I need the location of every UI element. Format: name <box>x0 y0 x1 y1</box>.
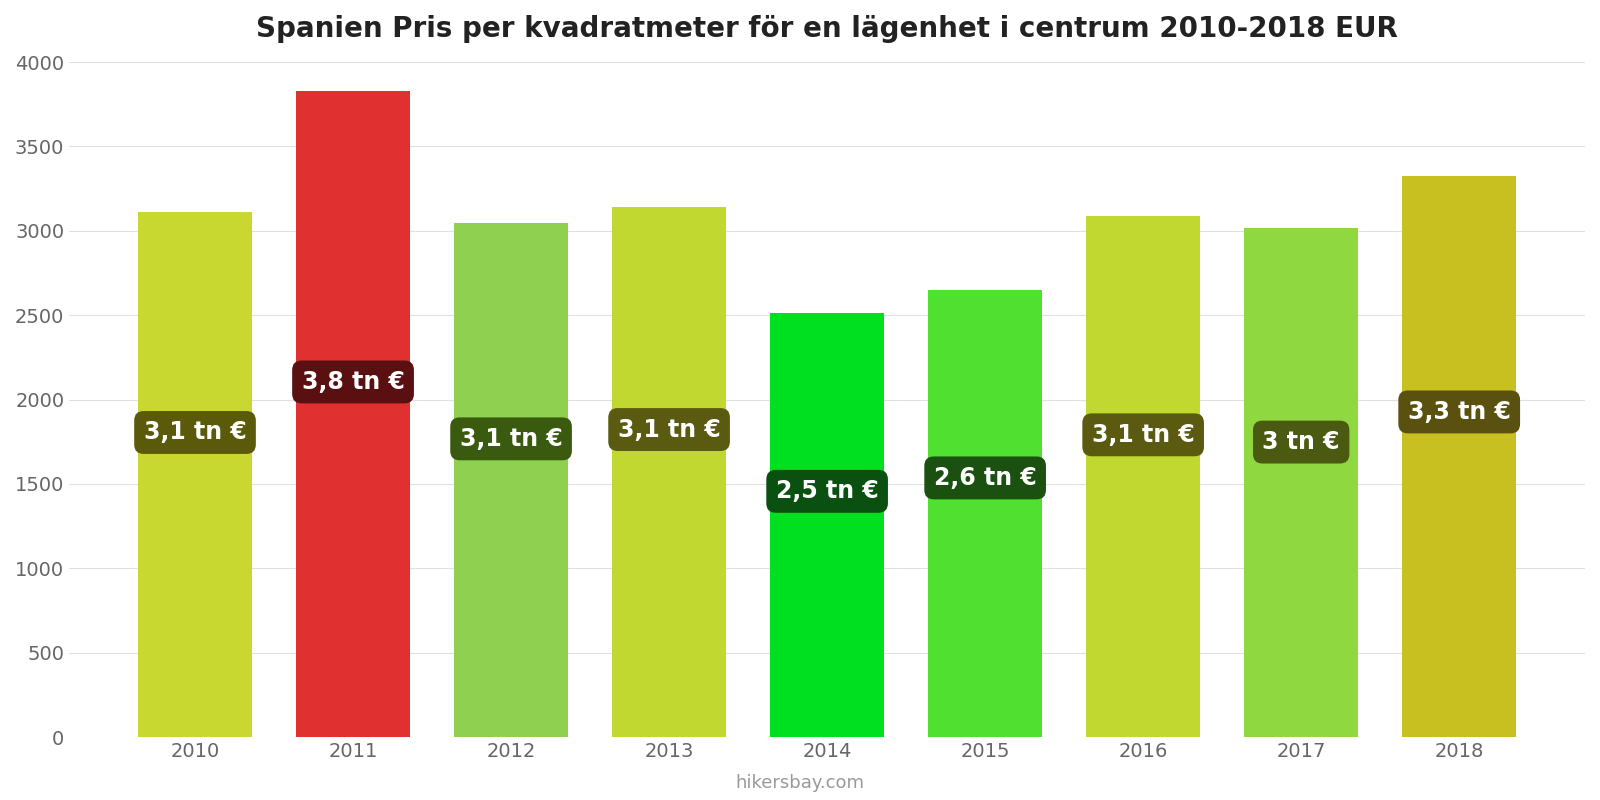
Text: 2,5 tn €: 2,5 tn € <box>776 479 878 503</box>
Text: hikersbay.com: hikersbay.com <box>736 774 864 792</box>
Text: 3,3 tn €: 3,3 tn € <box>1408 400 1510 424</box>
Text: 3 tn €: 3 tn € <box>1262 430 1339 454</box>
Bar <box>1086 216 1200 737</box>
Title: Spanien Pris per kvadratmeter för en lägenhet i centrum 2010-2018 EUR: Spanien Pris per kvadratmeter för en läg… <box>256 15 1398 43</box>
Bar <box>613 207 726 737</box>
Bar <box>296 91 410 737</box>
Bar <box>138 212 251 737</box>
Text: 2,6 tn €: 2,6 tn € <box>934 466 1037 490</box>
Text: 3,8 tn €: 3,8 tn € <box>302 370 405 394</box>
Bar <box>1402 177 1517 737</box>
Bar <box>928 290 1042 737</box>
Bar <box>1245 229 1358 737</box>
Bar <box>770 314 885 737</box>
Text: 3,1 tn €: 3,1 tn € <box>1091 423 1195 447</box>
Bar <box>454 223 568 737</box>
Text: 3,1 tn €: 3,1 tn € <box>459 427 563 451</box>
Text: 3,1 tn €: 3,1 tn € <box>144 421 246 445</box>
Text: 3,1 tn €: 3,1 tn € <box>618 418 720 442</box>
